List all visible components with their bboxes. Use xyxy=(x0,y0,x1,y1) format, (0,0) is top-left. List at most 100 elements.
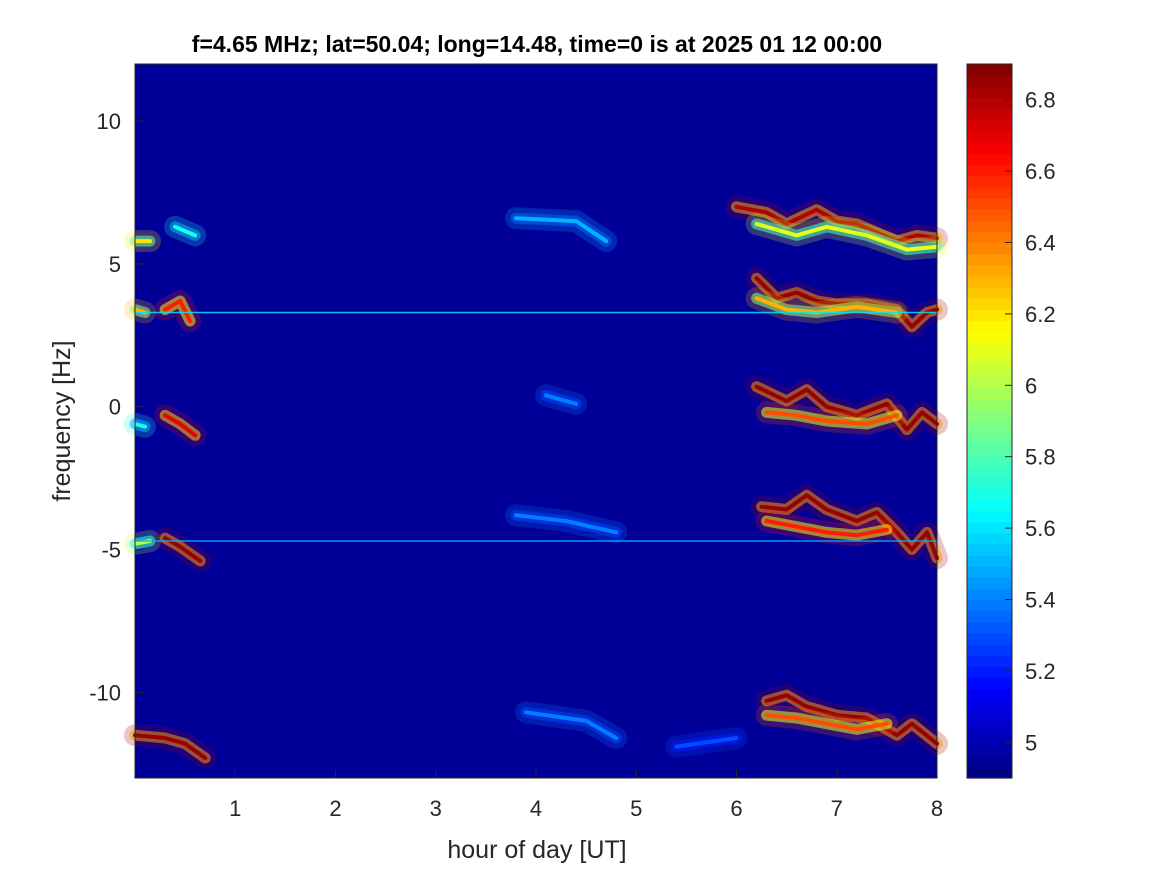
x-tick-label: 5 xyxy=(630,796,642,821)
colorbar-band xyxy=(967,699,1012,712)
colorbar-band xyxy=(967,454,1012,467)
plot-area xyxy=(124,63,948,779)
colorbar-band xyxy=(967,153,1012,166)
colorbar-band xyxy=(967,175,1012,188)
x-axis-ticks: 1 2 3 4 5 6 7 8 xyxy=(229,770,943,821)
y-axis-label: frequency [Hz] xyxy=(48,340,76,501)
y-tick-label: 5 xyxy=(109,252,121,277)
trace-line xyxy=(133,733,208,760)
chart-title: f=4.65 MHz; lat=50.04; long=14.48, time=… xyxy=(192,31,882,57)
trace-line xyxy=(163,299,193,323)
x-axis-label: hour of day [UT] xyxy=(447,836,626,864)
colorbar-band xyxy=(967,220,1012,232)
colorbar-band xyxy=(967,610,1012,623)
trace-line xyxy=(754,221,939,252)
x-tick-label: 1 xyxy=(229,796,241,821)
x-tick-label: 6 xyxy=(730,796,742,821)
colorbar-frame xyxy=(966,63,1013,779)
colorbar-band xyxy=(967,476,1012,489)
colorbar-band xyxy=(967,465,1012,478)
x-tick-label: 2 xyxy=(329,796,341,821)
colorbar-band xyxy=(967,499,1012,511)
colorbar-gradient xyxy=(967,64,1012,779)
colorbar-band xyxy=(967,209,1012,221)
colorbar-band xyxy=(967,510,1012,523)
colorbar-band xyxy=(967,409,1012,422)
colorbar-band xyxy=(967,577,1012,589)
colorbar-tick-label: 6.4 xyxy=(1025,231,1056,256)
y-tick-label: -10 xyxy=(89,680,121,705)
x-tick-label: 3 xyxy=(430,796,442,821)
colorbar-band xyxy=(967,487,1012,500)
colorbar-band xyxy=(967,186,1012,199)
colorbar-band xyxy=(967,543,1012,556)
colorbar-band xyxy=(967,97,1012,110)
trace-line xyxy=(764,713,889,732)
x-tick-label: 8 xyxy=(931,796,943,821)
trace-line xyxy=(133,421,147,429)
colorbar-band xyxy=(967,755,1012,768)
y-tick-label: 0 xyxy=(109,395,121,420)
x-tick-label: 4 xyxy=(530,796,542,821)
colorbar-band xyxy=(967,677,1012,690)
trace-line xyxy=(163,413,198,438)
colorbar-tick-label: 6.8 xyxy=(1025,88,1056,113)
trace-line xyxy=(764,519,889,538)
colorbar-tick-label: 6.6 xyxy=(1025,159,1056,184)
colorbar-band xyxy=(967,342,1012,355)
colorbar-band xyxy=(967,398,1012,411)
colorbar-band xyxy=(967,275,1012,288)
trace-line xyxy=(524,710,619,740)
colorbar-tick-label: 5.8 xyxy=(1025,445,1056,470)
colorbar-band xyxy=(967,331,1012,344)
colorbar-band xyxy=(967,733,1012,746)
colorbar-band xyxy=(967,599,1012,612)
colorbar-band xyxy=(967,632,1012,645)
colorbar-band xyxy=(967,554,1012,567)
trace-line xyxy=(754,384,939,432)
colorbar-band xyxy=(967,309,1012,322)
colorbar-band xyxy=(967,354,1012,366)
colorbar-tick-label: 6 xyxy=(1025,373,1037,398)
trace-line xyxy=(173,224,198,238)
trace-line xyxy=(544,393,579,406)
colorbar-band xyxy=(967,119,1012,132)
y-tick-label: -5 xyxy=(101,538,121,563)
colorbar-band xyxy=(967,722,1012,734)
colorbar-band xyxy=(967,387,1012,400)
colorbar-band xyxy=(967,64,1012,76)
colorbar-band xyxy=(967,655,1012,668)
colorbar-tick-label: 5.4 xyxy=(1025,588,1056,613)
colorbar-tick-label: 5.6 xyxy=(1025,516,1056,541)
colorbar-band xyxy=(967,376,1012,389)
colorbar-band xyxy=(967,108,1012,121)
colorbar-band xyxy=(967,365,1012,377)
colorbar-band xyxy=(967,264,1012,277)
colorbar-band xyxy=(967,231,1012,244)
colorbar-band xyxy=(967,744,1012,757)
colorbar-band xyxy=(967,432,1012,444)
colorbar-band xyxy=(967,86,1012,99)
colorbar-band xyxy=(967,521,1012,534)
trace-line xyxy=(514,513,619,535)
trace-line xyxy=(514,216,609,244)
colorbar-band xyxy=(967,287,1012,299)
colorbar-band xyxy=(967,421,1012,433)
colorbar-band xyxy=(967,320,1012,333)
colorbar: 6.8 6.6 6.4 6.2 6 5.8 5.6 5.4 5.2 5 xyxy=(966,63,1056,779)
colorbar-band xyxy=(967,711,1012,723)
colorbar-band xyxy=(967,130,1012,143)
colorbar-ticks: 6.8 6.6 6.4 6.2 6 5.8 5.6 5.4 5.2 5 xyxy=(1005,88,1056,755)
colorbar-tick-label: 5.2 xyxy=(1025,659,1056,684)
colorbar-band xyxy=(967,766,1012,779)
colorbar-band xyxy=(967,621,1012,634)
y-tick-label: 10 xyxy=(97,109,121,134)
trace-line xyxy=(764,410,899,426)
colorbar-band xyxy=(967,644,1012,656)
colorbar-band xyxy=(967,588,1012,601)
colorbar-band xyxy=(967,242,1012,255)
colorbar-band xyxy=(967,197,1012,210)
x-tick-label: 7 xyxy=(831,796,843,821)
colorbar-band xyxy=(967,443,1012,456)
